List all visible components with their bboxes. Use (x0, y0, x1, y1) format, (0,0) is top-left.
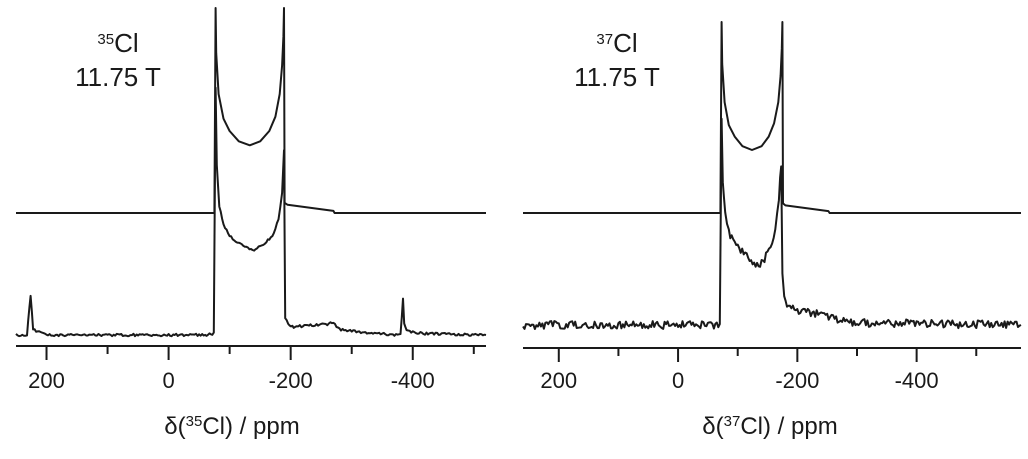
panel-35cl-ticks (45, 346, 475, 360)
panel-35cl-x-axis-label: δ(35Cl) / ppm (164, 413, 299, 441)
panel-37cl-ticks (557, 348, 978, 362)
panel-37cl-x-axis-label: δ(37Cl) / ppm (702, 413, 837, 441)
panel-37cl-tick-label: -400 (895, 368, 939, 393)
panel-37cl-tick-label: 0 (672, 368, 684, 393)
panel-37cl-experimental-trace (522, 117, 1022, 330)
panel-37cl-tick-label: -200 (775, 368, 819, 393)
panel-35cl-tick-label: -400 (391, 368, 435, 393)
panel-35cl: 200 0 -200 -400 35Cl 11.75 T δ(35Cl) / ppm (15, 7, 487, 441)
panel-37cl-nucleus-mass: 37 (596, 31, 613, 48)
panel-35cl-nucleus-label: 35Cl (97, 28, 138, 58)
panel-35cl-simulated-trace (16, 7, 486, 214)
panel-35cl-tick-label: 200 (28, 368, 65, 393)
panel-35cl-tick-label: -200 (269, 368, 313, 393)
panel-35cl-xlabel-suffix: Cl) / ppm (202, 413, 299, 440)
panel-37cl-traces (522, 21, 1022, 330)
panel-37cl-field-label: 11.75 T (574, 62, 660, 92)
panel-35cl-xlabel-prefix: δ( (164, 413, 185, 440)
panel-37cl-simulated-trace (523, 21, 1021, 214)
panel-37cl-nucleus-label: 37Cl (596, 28, 637, 58)
panel-35cl-field-label: 11.75 T (75, 62, 161, 92)
panel-35cl-nucleus-mass: 35 (97, 31, 114, 48)
panel-37cl-tick-label: 200 (540, 368, 577, 393)
panel-35cl-xlabel-mass: 35 (186, 413, 203, 430)
panel-37cl-xlabel-suffix: Cl) / ppm (740, 413, 837, 440)
panel-37cl-xlabel-prefix: δ( (702, 413, 723, 440)
panel-35cl-traces (15, 7, 487, 338)
panel-35cl-tick-labels: 200 0 -200 -400 (28, 368, 435, 393)
panel-37cl-xlabel-mass: 37 (724, 413, 741, 430)
panel-35cl-tick-label: 0 (162, 368, 174, 393)
panel-37cl-nucleus-element: Cl (613, 28, 638, 58)
panel-37cl-tick-labels: 200 0 -200 -400 (540, 368, 938, 393)
panel-35cl-nucleus-element: Cl (114, 28, 139, 58)
panel-35cl-experimental-trace (15, 86, 487, 338)
panel-37cl: 200 0 -200 -400 37Cl 11.75 T δ(37Cl) / ppm (522, 21, 1022, 441)
